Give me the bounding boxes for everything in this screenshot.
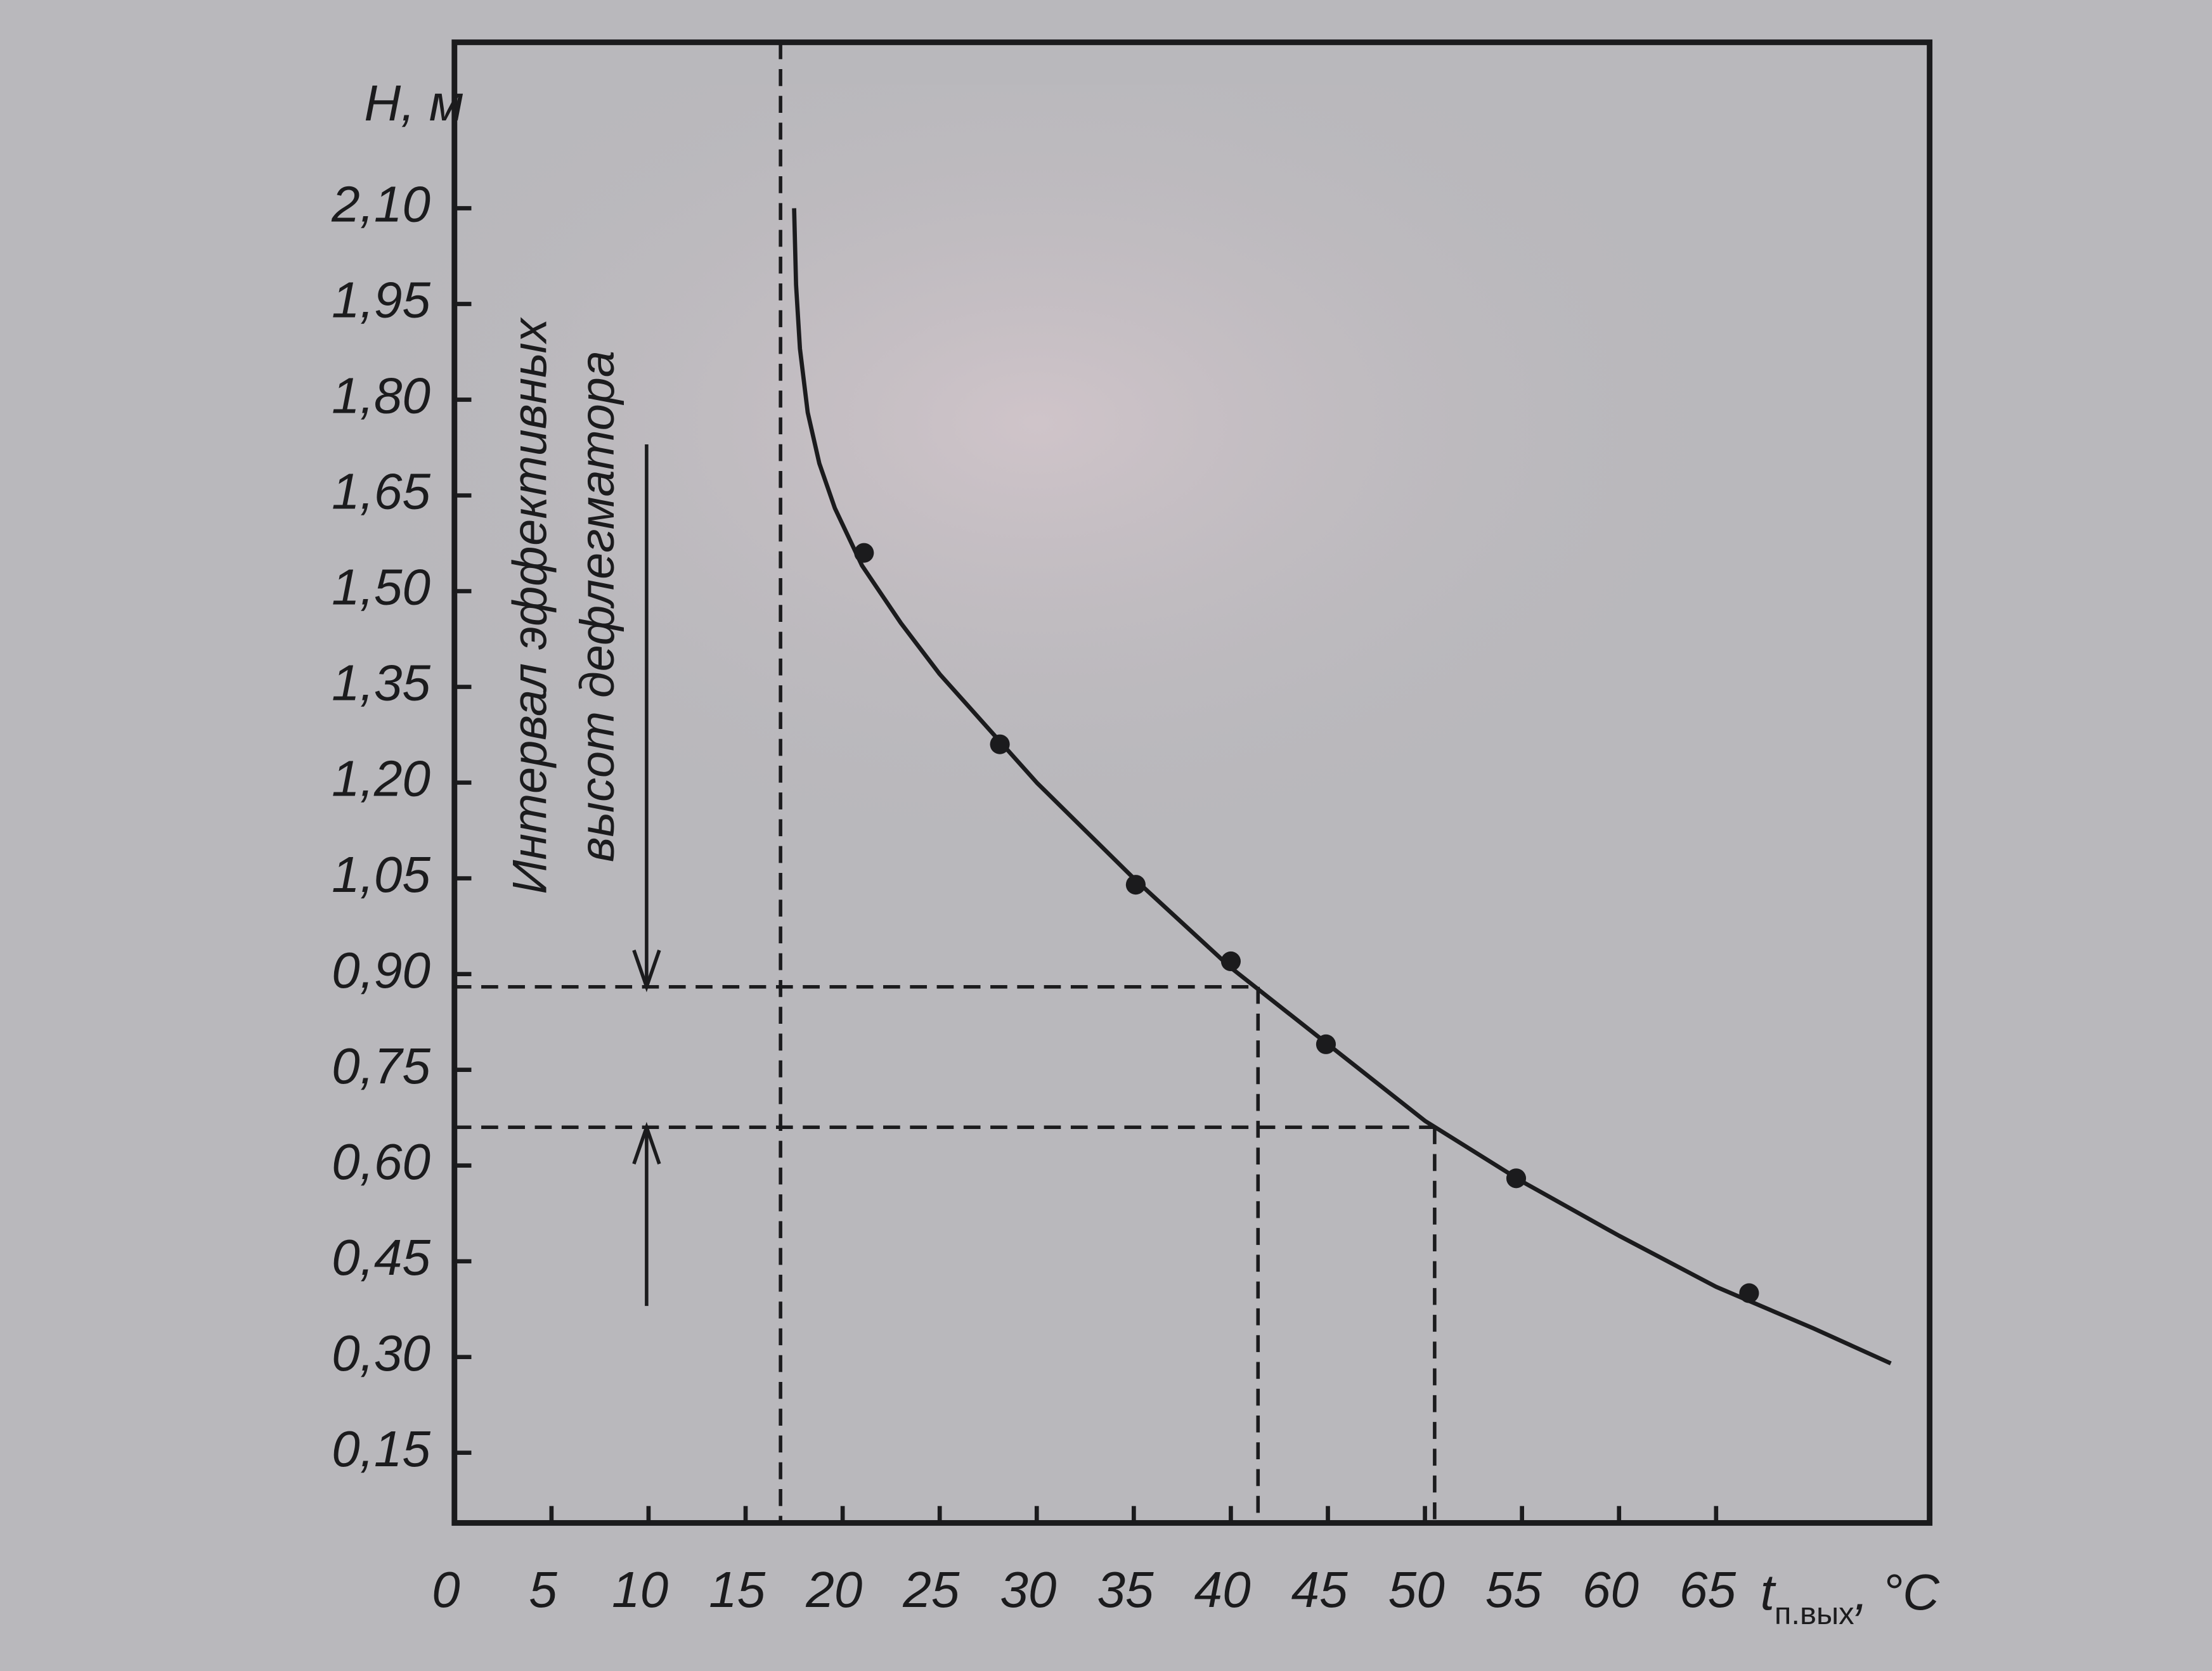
- data-point: [1316, 1034, 1336, 1054]
- data-point: [1506, 1168, 1527, 1189]
- y-tick-label: 2,10: [331, 176, 430, 233]
- x-axis-title: tп.вых, °C: [1761, 1564, 1940, 1631]
- x-tick-label: 55: [1485, 1561, 1543, 1618]
- arrow-head-down: [632, 950, 661, 993]
- x-tick-label: 45: [1291, 1561, 1349, 1618]
- annotation-text: высот дефлегматора: [571, 351, 624, 862]
- y-tick-label: 0,45: [332, 1229, 430, 1286]
- y-tick-label: 1,80: [332, 368, 430, 424]
- x-tick-label: 50: [1388, 1561, 1445, 1618]
- y-tick-label: 1,20: [332, 751, 430, 807]
- y-tick-label: 0,30: [332, 1325, 430, 1381]
- x-tick-label: 20: [805, 1561, 862, 1618]
- x-tick-label: 25: [902, 1561, 960, 1618]
- y-tick-label: 0,15: [332, 1421, 430, 1477]
- y-tick-label: 0,90: [332, 942, 430, 998]
- x-tick-label: 35: [1097, 1561, 1154, 1618]
- x-tick-label: 40: [1194, 1561, 1251, 1618]
- x-axis-title-main: t: [1761, 1564, 1777, 1620]
- y-axis-title: H, м: [364, 75, 463, 131]
- data-point: [854, 543, 874, 563]
- y-tick-label: 1,50: [332, 559, 430, 616]
- x-tick-label: 30: [1000, 1561, 1056, 1618]
- data-point: [1220, 951, 1241, 972]
- x-tick-label: 5: [529, 1561, 557, 1618]
- background-tint: [212, 84, 2045, 1213]
- data-point: [990, 734, 1010, 754]
- curve: [792, 208, 1892, 1365]
- y-tick-label: 1,65: [332, 463, 430, 520]
- y-tick-label: 0,75: [332, 1038, 430, 1094]
- x-axis-title-subscript: п.вых: [1775, 1597, 1854, 1631]
- annotation-text: Интервал эффективныx: [503, 316, 557, 894]
- x-tick-label: 0: [432, 1561, 460, 1618]
- x-tick-label: 60: [1582, 1561, 1639, 1618]
- x-tick-label: 10: [612, 1561, 668, 1618]
- x-tick-label: 15: [709, 1561, 766, 1618]
- x-tick-label: 65: [1679, 1561, 1737, 1618]
- y-tick-label: 1,95: [332, 272, 430, 328]
- y-tick-label: 0,60: [332, 1133, 430, 1190]
- y-tick-label: 1,05: [332, 846, 430, 903]
- data-point: [1739, 1283, 1759, 1303]
- arrow-head-up: [632, 1121, 661, 1165]
- data-point: [1125, 875, 1146, 895]
- y-tick-label: 1,35: [332, 655, 430, 711]
- x-axis-title-unit: , °C: [1854, 1564, 1941, 1620]
